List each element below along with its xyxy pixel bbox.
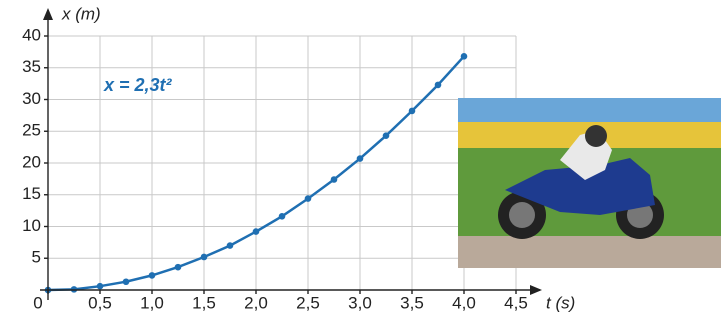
photo-helmet	[585, 125, 607, 147]
data-point	[227, 242, 234, 249]
x-axis-title: t (s)	[546, 293, 575, 312]
data-point	[331, 176, 338, 183]
y-tick-label: 15	[22, 184, 41, 203]
y-tick-label: 35	[22, 57, 41, 76]
x-tick-label: 4,5	[504, 293, 528, 312]
y-axis-arrow	[43, 8, 53, 20]
x-tick-label: 2,0	[244, 293, 268, 312]
x-axis-arrow	[530, 285, 542, 295]
x-tick-label: 3,5	[400, 293, 424, 312]
motorcycle-photo	[458, 98, 721, 268]
y-tick-label: 40	[22, 25, 41, 44]
y-tick-label: 5	[32, 248, 41, 267]
x-tick-label: 2,5	[296, 293, 320, 312]
data-point	[201, 254, 208, 261]
x-tick-label: 1,5	[192, 293, 216, 312]
equation: x = 2,3t²	[103, 75, 173, 95]
data-point	[357, 155, 364, 162]
data-point	[383, 132, 390, 139]
x-tick-label: 0,5	[88, 293, 112, 312]
y-tick-label: 25	[22, 121, 41, 140]
data-point	[409, 108, 416, 115]
data-point	[279, 213, 286, 220]
x-tick-label: 1,0	[140, 293, 164, 312]
data-point	[305, 195, 312, 202]
data-point	[149, 272, 156, 279]
x-tick-label: 3,0	[348, 293, 372, 312]
y-tick-label: 30	[22, 89, 41, 108]
y-axis-title: x (m)	[61, 4, 101, 23]
data-point	[461, 53, 468, 60]
photo-road	[458, 236, 721, 268]
data-point	[435, 82, 442, 89]
x-tick-label: 4,0	[452, 293, 476, 312]
data-point	[97, 283, 104, 290]
y-tick-label: 10	[22, 216, 41, 235]
photo-rim	[509, 202, 535, 228]
data-point	[253, 228, 260, 235]
y-tick-label: 20	[22, 152, 41, 171]
data-point	[175, 264, 182, 271]
data-point	[123, 278, 130, 285]
chart: x (m) t (s) x = 2,3t² 0 0,5 1,0 1,5 2,0 2,5 3,…	[0, 0, 721, 321]
x-tick-label: 0	[33, 293, 42, 312]
